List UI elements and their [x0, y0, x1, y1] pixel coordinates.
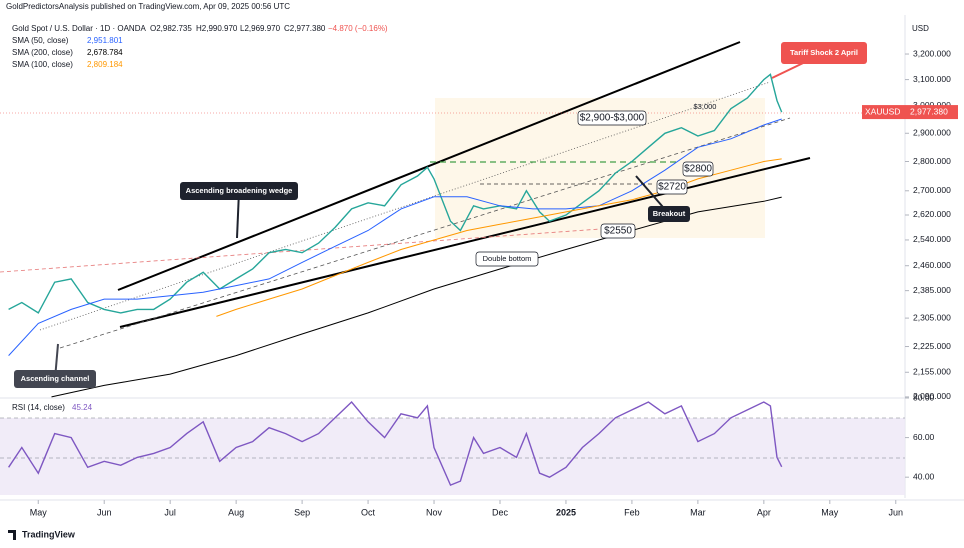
symbol-tag [862, 105, 906, 120]
y-tick-label: 2,155.000 [913, 367, 951, 377]
y-tick-label: 80.00 [913, 392, 935, 402]
annotation-box [648, 206, 690, 222]
x-tick-label: 2025 [556, 507, 576, 517]
open: O2,982.735 [150, 24, 192, 33]
annotation: Ascending broadening wedge [186, 186, 293, 195]
x-tick-label: Jun [97, 507, 112, 517]
x-tick-label: Jun [889, 507, 904, 517]
legend-value: 45.24 [72, 403, 93, 412]
legend-name: SMA (50, close) [12, 36, 69, 45]
footer: TradingView [22, 529, 76, 539]
indicator-line [216, 158, 782, 317]
publisher: GoldPredictorsAnalysis published on Trad… [6, 2, 290, 11]
x-tick-label: May [30, 507, 48, 517]
annotation: $2550 [604, 226, 632, 237]
annotation: Breakout [653, 209, 686, 218]
y-tick-label: 2,385.000 [913, 285, 951, 295]
x-tick-label: May [821, 507, 839, 517]
legend-name: SMA (100, close) [12, 60, 73, 69]
y-tick-label: 2,620.000 [913, 209, 951, 219]
annotation: $2,900-$3,000 [580, 113, 645, 124]
annotation-box [600, 223, 636, 239]
wedge-upper [117, 41, 741, 291]
annotation: $2800 [684, 164, 712, 175]
change: −4.870 (−0.16%) [328, 24, 388, 33]
legend-value: 2,809.184 [87, 60, 123, 69]
wedge-lower [119, 157, 811, 328]
x-tick-label: Aug [228, 507, 244, 517]
y-tick-label: 2,305.000 [913, 312, 951, 322]
annotation-box [656, 179, 688, 195]
price-tag [906, 105, 958, 120]
annotation: Double bottom [483, 254, 532, 263]
annotation-box [180, 182, 298, 200]
annotation: $2720 [658, 182, 686, 193]
close: C2,977.380 [284, 24, 326, 33]
annotation-box [682, 161, 714, 177]
high: H2,990.970 [196, 24, 238, 33]
channel-middle [59, 117, 791, 349]
indicator-line [8, 118, 782, 356]
x-tick-label: Apr [757, 507, 771, 517]
legend-value: 2,951.801 [87, 36, 123, 45]
rsi-band [0, 418, 905, 495]
annotation-box [781, 42, 867, 64]
price-tag-label: 2,977.380 [910, 106, 948, 116]
low: L2,969.970 [240, 24, 281, 33]
annotation-box [577, 110, 647, 126]
y-tick-label: 2,900.000 [913, 128, 951, 138]
x-tick-label: Sep [294, 507, 310, 517]
y-tick-label: 2,225.000 [913, 341, 951, 351]
annotation: $3,000 [694, 102, 717, 111]
x-tick-label: Jul [164, 507, 176, 517]
y-tick-label: 2,090.000 [913, 391, 951, 401]
legend-name: SMA (200, close) [12, 48, 73, 57]
channel-upper [39, 81, 771, 331]
indicator-line [8, 400, 783, 487]
support-2550 [0, 228, 601, 273]
indicator-line [51, 196, 782, 398]
x-tick-label: Dec [492, 507, 509, 517]
y-tick-label: 40.00 [913, 471, 935, 481]
y-tick-label: 3,100.000 [913, 74, 951, 84]
annotation-box [14, 370, 96, 388]
y-tick-label: 2,700.000 [913, 185, 951, 195]
annotation: Ascending channel [21, 374, 90, 383]
x-tick-label: Feb [624, 507, 640, 517]
y-tick-label: 60.00 [913, 432, 935, 442]
x-tick-label: Mar [690, 507, 706, 517]
axis-title: USD [912, 24, 929, 33]
logo [8, 530, 16, 540]
x-tick-label: Nov [426, 507, 443, 517]
legend-value: 2,678.784 [87, 48, 123, 57]
price-line [8, 73, 783, 314]
y-tick-label: 2,460.000 [913, 260, 951, 270]
y-tick-label: 2,800.000 [913, 156, 951, 166]
annotation: Tariff Shock 2 April [790, 48, 858, 57]
y-tick-label: 2,540.000 [913, 234, 951, 244]
symbol-tag-label: XAUUSD [865, 106, 900, 116]
x-tick-label: Oct [361, 507, 376, 517]
annotation-box [475, 251, 539, 267]
symbol: Gold Spot / U.S. Dollar · 1D · OANDA [12, 24, 146, 33]
y-tick-label: 3,200.000 [913, 48, 951, 58]
legend-name: RSI (14, close) [12, 403, 65, 412]
